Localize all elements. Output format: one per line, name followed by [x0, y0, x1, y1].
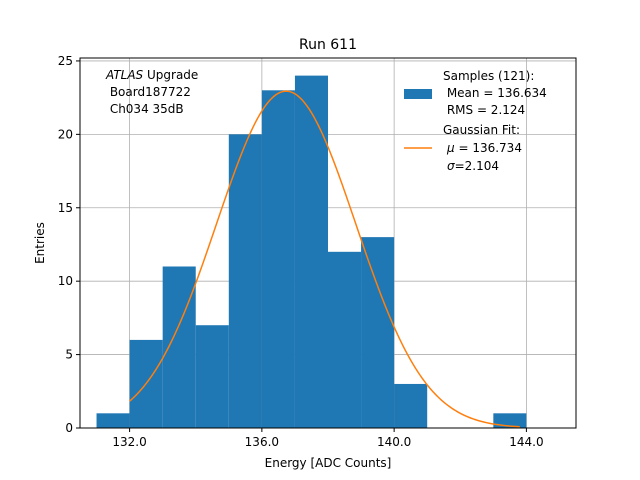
sigma-value: =2.104: [455, 159, 499, 173]
histogram-bar: [493, 413, 527, 428]
upgrade-label: Upgrade: [143, 68, 198, 82]
channel-label: Ch034 35dB: [106, 102, 184, 116]
y-tick-label: 5: [65, 348, 73, 362]
legend: Samples (121): Mean = 136.634 RMS = 2.12…: [404, 69, 547, 173]
histogram-bars: [96, 75, 527, 429]
histogram-bar: [361, 237, 395, 428]
y-axis-label: Entries: [33, 222, 47, 264]
board-label: Board187722: [106, 85, 191, 99]
histogram-bar: [162, 266, 196, 428]
atlas-label: ATLAS: [105, 68, 144, 82]
atlas-annotation: ATLAS Upgrade Board187722 Ch034 35dB: [105, 68, 198, 116]
plot-frame: [79, 57, 577, 429]
sigma-symbol: σ: [447, 159, 455, 173]
mu-value: = 136.734: [455, 141, 522, 155]
histogram-bar: [228, 134, 262, 428]
x-tick-label: 140.0: [377, 435, 411, 449]
histogram-bar: [328, 251, 362, 428]
x-axis-ticks: 132.0 136.0 140.0 144.0: [112, 428, 544, 449]
y-tick-label: 25: [58, 54, 73, 68]
x-tick-label: 132.0: [112, 435, 146, 449]
histogram-bar: [195, 325, 229, 428]
histogram-bar: [96, 413, 130, 428]
legend-fit-mu: μ = 136.734: [446, 141, 522, 155]
y-tick-label: 0: [65, 421, 73, 435]
y-tick-label: 10: [58, 274, 73, 288]
legend-hist-swatch: [404, 89, 432, 99]
x-tick-label: 144.0: [509, 435, 543, 449]
histogram-bar: [294, 75, 328, 428]
histogram-bar: [394, 383, 428, 428]
y-tick-label: 15: [58, 201, 73, 215]
legend-fit-title: Gaussian Fit:: [443, 123, 520, 137]
annotation-line-1: ATLAS Upgrade: [105, 68, 198, 82]
legend-hist-title: Samples (121):: [443, 69, 534, 83]
histogram-bar: [261, 90, 295, 429]
y-tick-label: 20: [58, 127, 73, 141]
legend-hist-rms: RMS = 2.124: [443, 103, 525, 117]
mu-symbol: μ: [446, 141, 455, 155]
legend-hist-mean: Mean = 136.634: [443, 86, 547, 100]
chart-title: Run 611: [299, 37, 357, 53]
legend-fit-sigma: σ=2.104: [447, 159, 499, 173]
x-axis-label: Energy [ADC Counts]: [265, 456, 392, 470]
gaussian-fit-curve: [129, 90, 520, 428]
x-tick-label: 136.0: [245, 435, 279, 449]
y-axis-ticks: 0 5 10 15 20 25: [58, 54, 80, 435]
